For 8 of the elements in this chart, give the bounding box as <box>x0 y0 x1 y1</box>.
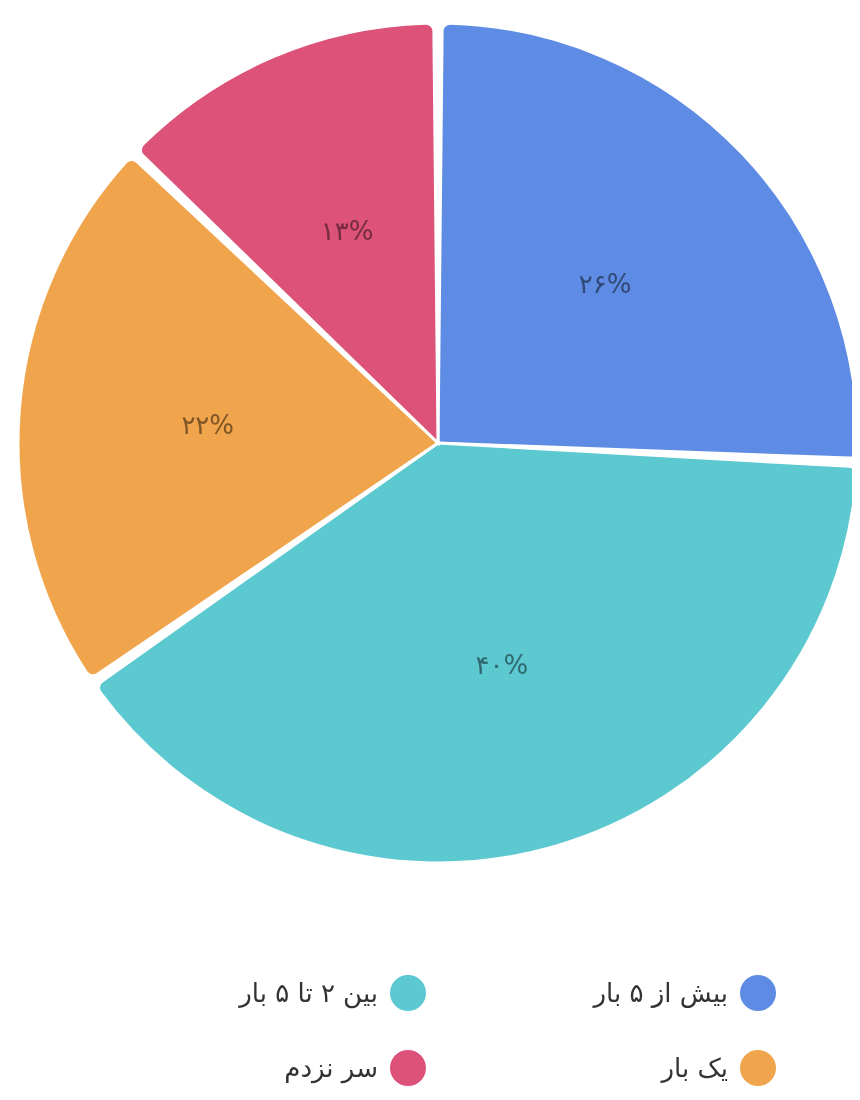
data-label: ۲۶% <box>578 268 632 299</box>
legend-label: بیش از ۵ بار <box>591 978 728 1008</box>
data-label: ۱۳% <box>320 215 374 246</box>
legend-label: یک بار <box>659 1053 728 1083</box>
data-label: ۴۰% <box>475 650 529 681</box>
data-label: ۲۲% <box>181 410 235 441</box>
legend-label: سر نزدم <box>284 1053 378 1084</box>
legend-label: بین ۲ تا ۵ بار <box>237 978 378 1009</box>
